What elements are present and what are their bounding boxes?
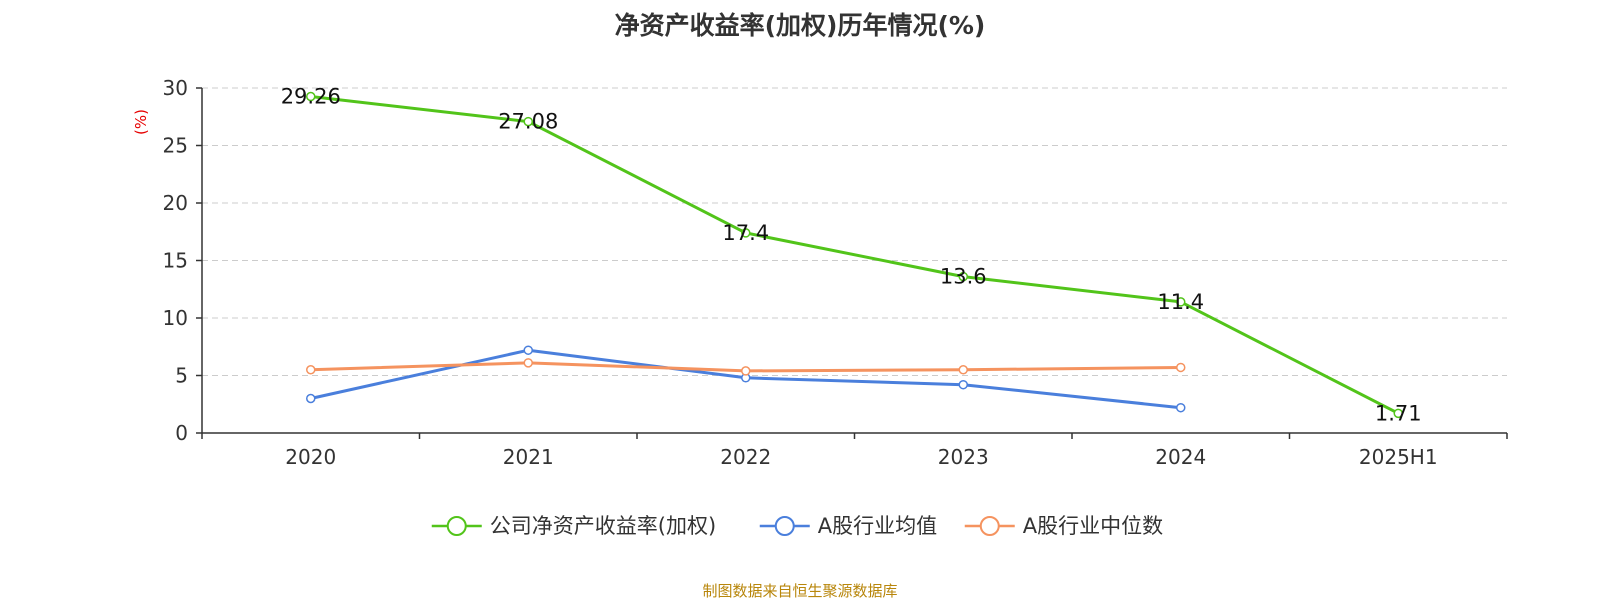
legend-marker-icon — [774, 516, 795, 536]
x-tick-label: 2020 — [285, 445, 336, 469]
x-tick-label: 2023 — [938, 445, 989, 469]
data-label: 13.6 — [940, 265, 987, 289]
data-point — [523, 345, 533, 355]
data-point — [741, 228, 751, 238]
x-tick-label: 2021 — [503, 445, 554, 469]
data-label: 17.4 — [722, 221, 769, 245]
data-point — [306, 393, 316, 404]
legend-label: A股行业均值 — [818, 514, 937, 538]
data-point — [1393, 408, 1403, 419]
data-label: 1.71 — [1375, 401, 1422, 425]
legend-item[interactable]: A股行业中位数 — [964, 514, 1163, 538]
y-tick-label: 30 — [163, 76, 188, 100]
axes: 0 5 10 15 20 25 30 (%) 2020 2021 2022 2023 2024 2025H… — [132, 76, 1508, 469]
legend-marker-icon — [979, 516, 1000, 536]
data-label: 11.4 — [1157, 290, 1204, 314]
y-tick-label: 5 — [175, 364, 188, 388]
legend-label: 公司净资产收益率(加权) — [490, 514, 716, 538]
y-tick-label: 25 — [163, 134, 188, 158]
data-point — [958, 365, 968, 375]
chart-title: 净资产收益率(加权)历年情况(%) — [614, 11, 986, 40]
series-lines — [306, 91, 1403, 419]
y-tick-label: 10 — [163, 306, 188, 330]
data-point — [306, 91, 316, 102]
y-tick-label: 20 — [163, 191, 188, 215]
x-tick-label: 2024 — [1155, 445, 1206, 469]
data-point — [1176, 362, 1186, 373]
series-line — [310, 95, 1399, 415]
data-point — [741, 366, 751, 376]
data-point — [306, 365, 316, 375]
legend[interactable]: 公司净资产收益率(加权) A股行业均值 A股行业中位数 — [431, 514, 1163, 538]
y-axis-label: (%) — [132, 109, 150, 135]
y-tick-label: 0 — [175, 421, 188, 445]
data-source-note: 制图数据来自恒生聚源数据库 — [702, 582, 898, 600]
data-point — [523, 358, 533, 368]
data-point — [1176, 297, 1186, 307]
x-tick-label: 2022 — [720, 445, 771, 469]
grid-lines — [202, 87, 1507, 376]
x-tick-label: 2025H1 — [1359, 445, 1438, 469]
data-point — [523, 116, 533, 127]
legend-label: A股行业中位数 — [1023, 514, 1163, 538]
data-point — [958, 379, 968, 390]
legend-item[interactable]: 公司净资产收益率(加权) — [431, 514, 716, 538]
data-label: 27.08 — [498, 110, 558, 134]
data-labels: 29.26 27.08 17.4 13.6 11.4 1.71 — [281, 85, 1422, 426]
data-point — [958, 271, 968, 282]
data-point — [1176, 402, 1186, 413]
legend-marker-icon — [446, 516, 467, 536]
legend-item[interactable]: A股行业均值 — [759, 514, 937, 538]
data-label: 29.26 — [281, 85, 341, 109]
y-tick-label: 15 — [163, 249, 188, 273]
